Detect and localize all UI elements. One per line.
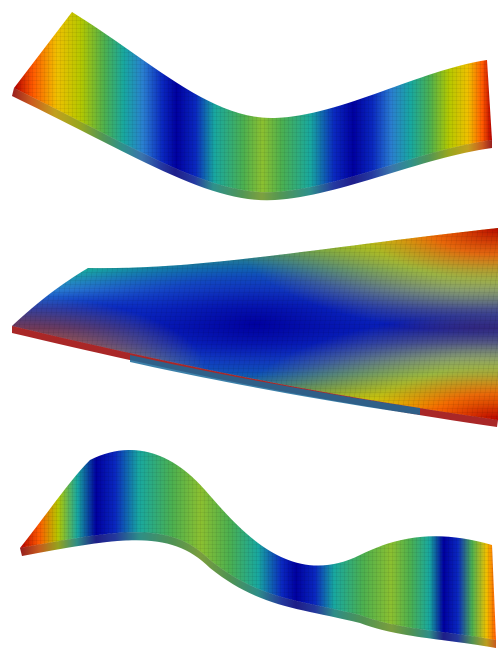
plate-edge: [12, 88, 492, 201]
plate-edge: [20, 532, 496, 648]
plate-mesh: [20, 450, 496, 640]
twisted-plate: [12, 228, 498, 427]
plate-mesh: [14, 12, 492, 193]
plate-mesh: [12, 228, 498, 420]
s-curve-plate: [20, 450, 496, 648]
bent-plate-u-shape: [12, 12, 492, 201]
